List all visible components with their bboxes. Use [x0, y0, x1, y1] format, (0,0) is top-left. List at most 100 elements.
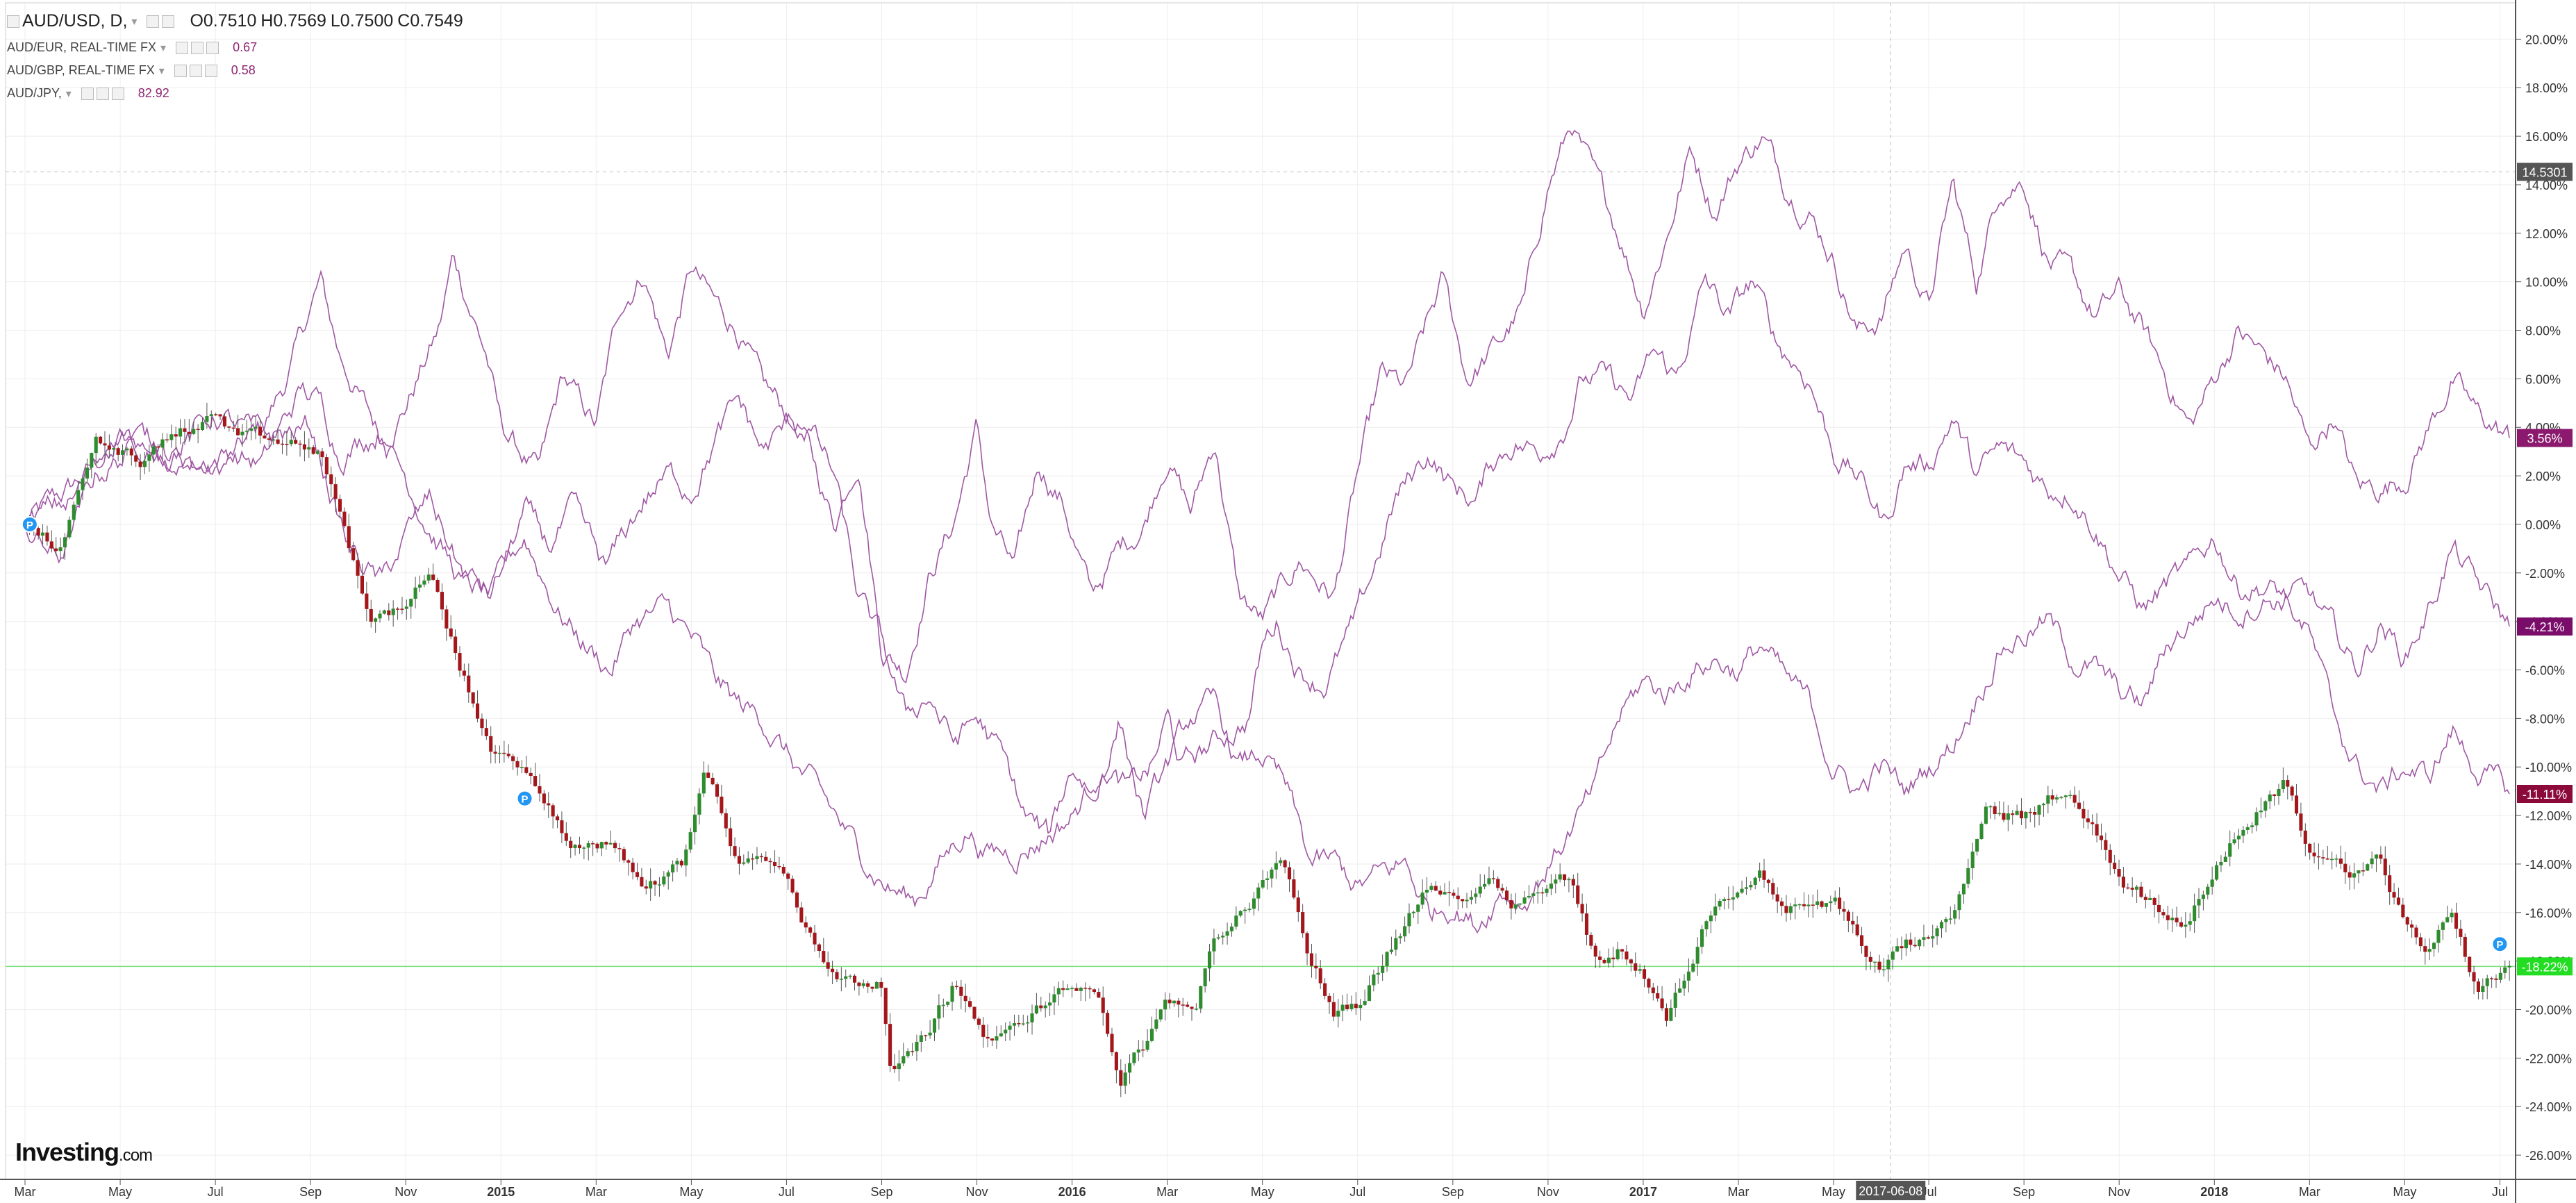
- candle-body: [666, 872, 670, 877]
- visibility-icon[interactable]: [96, 87, 109, 100]
- close-icon[interactable]: [206, 41, 219, 54]
- candle-body: [1953, 910, 1957, 919]
- settings-icon[interactable]: [176, 41, 189, 54]
- candle-body: [2286, 780, 2290, 787]
- candle-body: [1088, 988, 1092, 990]
- y-tick-label: 10.00%: [2525, 276, 2568, 290]
- candle-body: [200, 422, 205, 430]
- candle-body: [1961, 883, 1966, 895]
- compare-line-aud-eur: [24, 129, 2510, 683]
- compare-label-eur[interactable]: AUD/EUR, REAL-TIME FX: [7, 40, 157, 54]
- x-tick-label: Nov: [966, 1185, 988, 1199]
- candle-body: [950, 986, 954, 1002]
- candle-body: [2143, 897, 2147, 900]
- candle-body: [968, 1001, 972, 1007]
- badge-label: 14.5301: [2522, 165, 2567, 179]
- candle-body: [1651, 987, 1655, 993]
- candle-body: [751, 858, 755, 860]
- ohlc-high-value: 0.7569: [273, 11, 326, 31]
- candle-body: [1456, 895, 1460, 899]
- candle-body: [2068, 795, 2072, 797]
- candle-body: [134, 455, 138, 462]
- candle-body: [289, 440, 293, 445]
- compare-line-aud-gbp: [24, 272, 2510, 908]
- candle-body: [2250, 825, 2254, 827]
- candle-body: [1864, 945, 1868, 957]
- candle-body: [1736, 893, 1740, 898]
- chevron-down-icon[interactable]: ▾: [160, 42, 167, 54]
- compare-label-jpy[interactable]: AUD/JPY,: [7, 86, 62, 100]
- candle-body: [2210, 879, 2214, 887]
- candle-body: [2161, 912, 2166, 915]
- main-symbol-legend[interactable]: AUD/USD, D, ▾ O 0.7510 H 0.7569 L 0.7500…: [7, 11, 467, 31]
- candle-body: [1061, 988, 1065, 990]
- close-icon[interactable]: [111, 87, 124, 100]
- candle-body: [307, 447, 311, 450]
- candle-body: [937, 1005, 941, 1019]
- p-marker-icon: P: [2491, 936, 2509, 953]
- candle-body: [2059, 797, 2063, 799]
- candle-body: [449, 628, 453, 637]
- settings-icon[interactable]: [147, 15, 160, 28]
- candle-body: [1727, 899, 1731, 900]
- candle-body: [471, 692, 475, 704]
- candle-body: [2072, 795, 2077, 803]
- y-tick-label: 20.00%: [2525, 33, 2568, 47]
- y-tick-label: 14.00%: [2525, 179, 2568, 192]
- candle-body: [1673, 993, 1677, 1008]
- compare-legend-jpy[interactable]: AUD/JPY, ▾ 82.92: [7, 86, 169, 101]
- candle-body: [1367, 985, 1372, 1002]
- candle-body: [2117, 869, 2121, 877]
- candle-body: [866, 983, 870, 987]
- candle-body: [178, 428, 183, 437]
- candle-body: [1984, 806, 1988, 824]
- chevron-down-icon[interactable]: ▾: [65, 88, 72, 100]
- candle-body: [1909, 939, 1913, 945]
- compare-legend-gbp[interactable]: AUD/GBP, REAL-TIME FX ▾ 0.58: [7, 63, 256, 78]
- candle-body: [932, 1018, 937, 1033]
- candle-body: [1203, 968, 1207, 987]
- settings-icon[interactable]: [81, 87, 94, 100]
- compare-legend-eur[interactable]: AUD/EUR, REAL-TIME FX ▾ 0.67: [7, 40, 257, 55]
- candle-body: [2232, 839, 2236, 844]
- candle-body: [777, 866, 781, 868]
- visibility-icon[interactable]: [191, 41, 204, 54]
- candle-body: [1199, 986, 1203, 1009]
- candle-body: [1070, 988, 1074, 990]
- candle-body: [240, 431, 244, 435]
- candle-body: [1043, 1005, 1047, 1009]
- chevron-down-icon[interactable]: ▾: [131, 15, 138, 28]
- main-symbol-title[interactable]: AUD/USD, D,: [22, 11, 128, 31]
- candle-body: [1545, 888, 1549, 893]
- visibility-icon[interactable]: [189, 64, 202, 77]
- candle-body: [2281, 780, 2285, 789]
- candle-body: [1309, 953, 1314, 966]
- x-tick-label: May: [1822, 1185, 1845, 1199]
- candle-body: [1749, 884, 1753, 888]
- x-tick-label: Sep: [299, 1185, 322, 1199]
- compare-label-gbp[interactable]: AUD/GBP, REAL-TIME FX: [7, 63, 155, 77]
- candle-body: [653, 881, 657, 885]
- collapse-toggle-icon[interactable]: [7, 15, 19, 28]
- candle-body: [706, 772, 711, 778]
- candle-body: [2481, 986, 2485, 992]
- candle-body: [1571, 879, 1575, 886]
- candle-body: [1509, 899, 1513, 909]
- visibility-icon[interactable]: [162, 15, 175, 28]
- candle-body: [45, 532, 49, 542]
- candle-body: [2418, 937, 2423, 947]
- candle-body: [2170, 918, 2175, 920]
- candle-body: [1615, 949, 1620, 960]
- candle-body: [2338, 858, 2343, 864]
- x-tick-label: Mar: [1156, 1185, 1178, 1199]
- candle-body: [214, 414, 218, 415]
- settings-icon[interactable]: [174, 64, 187, 77]
- candle-body: [2091, 822, 2095, 824]
- candle-body: [1500, 888, 1504, 891]
- chevron-down-icon[interactable]: ▾: [158, 65, 165, 77]
- candle-body: [205, 416, 209, 422]
- close-icon[interactable]: [204, 64, 217, 77]
- candle-body: [901, 1056, 906, 1064]
